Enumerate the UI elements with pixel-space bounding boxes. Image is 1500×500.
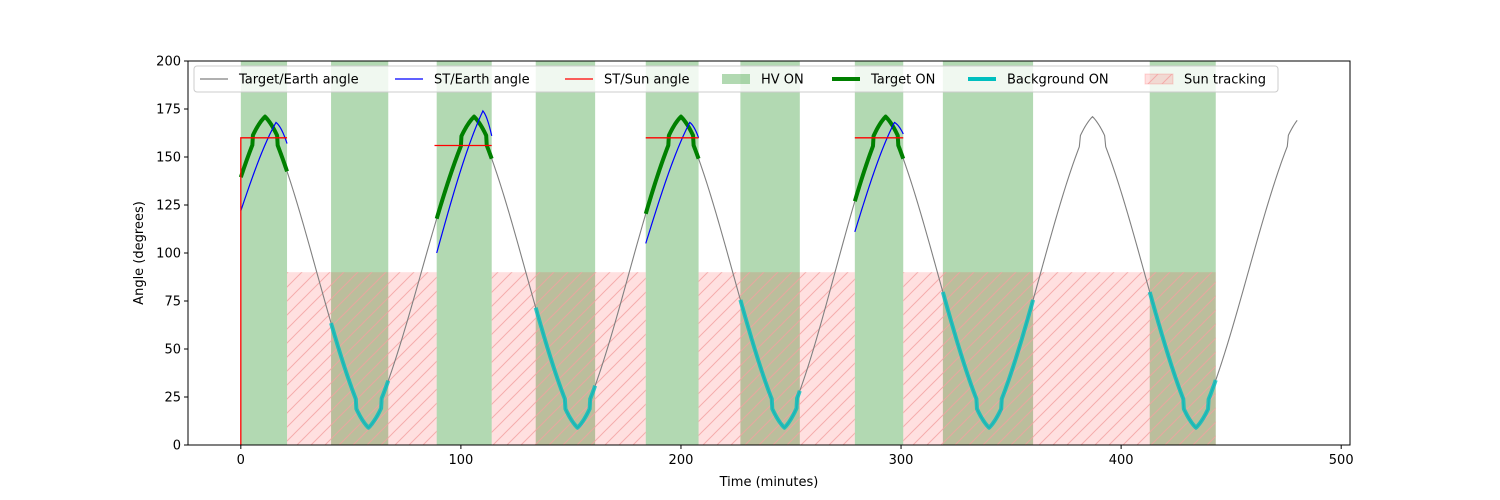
sun-tracking-regions xyxy=(287,272,1216,445)
legend-entry: Sun tracking xyxy=(1144,73,1266,88)
y-tick-label: 50 xyxy=(164,343,181,358)
y-tick-label: 175 xyxy=(156,103,181,118)
legend-label: HV ON xyxy=(761,73,804,88)
y-tick-label: 100 xyxy=(156,247,181,262)
y-tick-label: 0 xyxy=(173,439,181,454)
background-on-segment xyxy=(940,291,1036,430)
legend-entry: ST/Earth angle xyxy=(395,73,530,88)
target-on-segment xyxy=(852,114,906,202)
target-on-segment xyxy=(434,114,494,220)
legend-label: Target ON xyxy=(870,73,935,88)
y-tick-label: 125 xyxy=(156,199,181,214)
st-sun-angle-segment xyxy=(240,137,288,445)
x-axis-label: Time (minutes) xyxy=(719,475,819,490)
x-tick-label: 300 xyxy=(889,453,914,468)
hv-on-region xyxy=(645,61,699,445)
target-on-segment xyxy=(238,114,289,178)
background-on-segment xyxy=(738,299,802,430)
st-earth-angle-segment xyxy=(854,121,904,233)
legend-patch-swatch xyxy=(722,74,750,84)
x-tick-label: 0 xyxy=(237,453,245,468)
x-axis: 0 100 200 300 400 500 xyxy=(237,445,1354,468)
x-tick-label: 500 xyxy=(1329,453,1354,468)
legend-entry: Target ON xyxy=(832,73,935,88)
sun-tracking-hatch xyxy=(903,272,1216,445)
background-on-segment xyxy=(1147,291,1218,430)
hv-on-region xyxy=(240,61,288,445)
hv-on-region xyxy=(436,61,492,445)
y-tick-label: 25 xyxy=(164,391,181,406)
legend-entry: ST/Sun angle xyxy=(565,73,690,88)
legend-entry: HV ON xyxy=(722,73,804,88)
st-earth-angle-segment xyxy=(436,109,493,254)
y-tick-label: 150 xyxy=(156,151,181,166)
legend-hatch-pattern xyxy=(1145,74,1173,84)
series-layer xyxy=(238,109,1298,445)
legend-label: Sun tracking xyxy=(1184,73,1266,88)
target-on-segment xyxy=(643,114,701,215)
legend-entry: Target/Earth angle xyxy=(200,73,359,88)
y-tick-label: 200 xyxy=(156,55,181,70)
background-on-segment xyxy=(533,307,598,430)
legend-label: Background ON xyxy=(1007,73,1109,88)
background-on-segment xyxy=(329,322,391,430)
legend-label: ST/Earth angle xyxy=(434,73,530,88)
x-tick-label: 400 xyxy=(1109,453,1134,468)
y-axis-label: Angle (degrees) xyxy=(132,201,147,305)
plot-area xyxy=(238,61,1298,445)
x-tick-label: 200 xyxy=(669,453,694,468)
legend-label: ST/Sun angle xyxy=(604,73,690,88)
hv-on-region xyxy=(854,61,904,445)
y-tick-label: 75 xyxy=(164,295,181,310)
x-tick-label: 100 xyxy=(448,453,473,468)
legend-box xyxy=(193,65,1279,93)
st-earth-angle-segment xyxy=(645,121,700,244)
y-axis: 0 25 50 75 100 125 150 175 200 xyxy=(156,55,188,454)
legend: Target/Earth angle ST/Earth angle ST/Sun a… xyxy=(193,65,1279,93)
legend-label: Target/Earth angle xyxy=(238,73,359,88)
st-earth-angle-segment xyxy=(240,121,288,211)
legend-entry: Background ON xyxy=(968,73,1109,88)
